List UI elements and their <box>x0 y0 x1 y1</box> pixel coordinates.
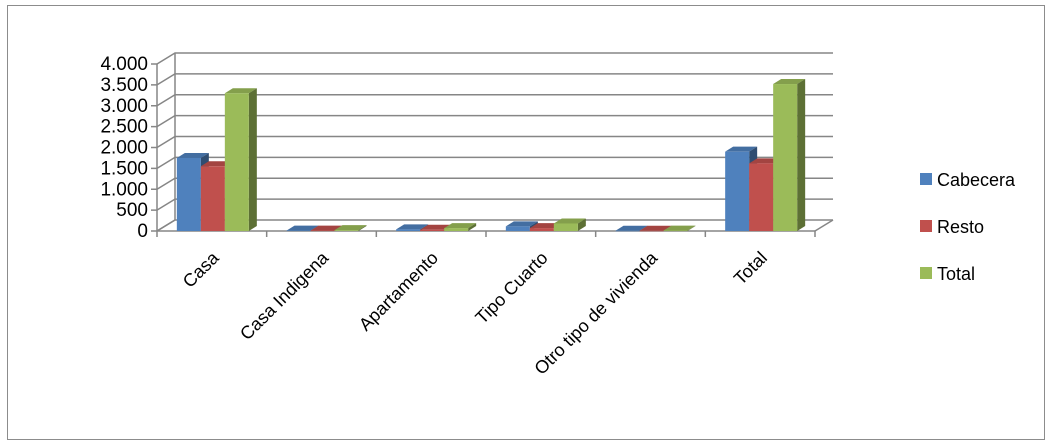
bar-front <box>749 163 774 231</box>
bar-top <box>334 225 367 231</box>
gridline <box>156 135 833 149</box>
bar-front <box>286 230 311 232</box>
x-tick-labels: Casa Casa Indigena Apartamento Tipo CuartoO… <box>179 247 771 379</box>
legend-swatch <box>920 173 932 185</box>
gridline <box>156 156 833 170</box>
bar-top <box>639 225 672 231</box>
y-tick-label: 500 <box>116 200 148 221</box>
bar-front <box>310 230 335 232</box>
bar-front <box>420 229 445 231</box>
x-tick-label: Apartamento <box>355 248 442 335</box>
bar-side <box>468 223 477 231</box>
gridline <box>156 114 833 128</box>
gridline <box>156 177 833 190</box>
bar-top <box>286 225 319 231</box>
gridline <box>156 198 833 211</box>
x-tick-label: Casa Indigena <box>236 247 333 344</box>
chart-svg: 05001.0001.5002.0002.5003.0003.5004.000 … <box>100 52 1016 379</box>
y-tick-label: 1.500 <box>100 158 148 179</box>
bar-front <box>334 230 359 231</box>
legend-swatch <box>920 267 932 279</box>
bar-top <box>396 224 429 230</box>
bar-top <box>505 221 538 227</box>
legend-item: Resto <box>920 217 984 237</box>
bar-front <box>200 166 225 231</box>
gridline <box>156 219 833 232</box>
y-tick-label: 3.500 <box>100 75 148 96</box>
bar <box>773 79 806 231</box>
bar-top <box>553 218 586 224</box>
y-tick-label: 3.000 <box>100 96 148 117</box>
floor-right-edge <box>814 219 834 232</box>
bar-front <box>529 228 554 231</box>
bar-front <box>224 93 249 231</box>
bar-front <box>444 228 469 231</box>
gridlines <box>151 52 833 237</box>
bar-top <box>176 152 209 158</box>
legend-swatch <box>920 220 932 232</box>
bar <box>334 225 367 231</box>
bar-front <box>773 84 798 231</box>
bar-side <box>797 79 806 231</box>
bar <box>444 223 477 231</box>
bar-top <box>663 225 696 231</box>
bar-top <box>615 225 648 231</box>
bar-top <box>725 146 758 152</box>
bar-front <box>725 151 750 231</box>
x-tick-label: Tipo Cuarto <box>471 248 551 328</box>
gridline <box>156 73 833 86</box>
legend-label: Cabecera <box>937 170 1016 190</box>
bar-top <box>224 88 257 94</box>
bar-front <box>176 157 201 231</box>
bar <box>553 218 586 231</box>
bar-front <box>639 230 664 232</box>
bar-top <box>310 225 343 231</box>
x-tick-label: Casa <box>179 247 224 292</box>
bar-side <box>687 225 696 231</box>
bar-side <box>248 88 257 231</box>
legend-item: Total <box>920 264 975 284</box>
bar-side <box>577 218 586 231</box>
bar-side <box>358 225 367 231</box>
x-tick-label: Total <box>730 248 771 289</box>
bar-front <box>505 226 530 231</box>
bar <box>663 225 696 232</box>
x-tick-label: Otro tipo de vivienda <box>530 247 662 379</box>
bar-front <box>396 229 421 231</box>
legend-label: Resto <box>937 217 984 237</box>
bar-front <box>663 230 688 232</box>
bar-top <box>444 223 477 229</box>
y-tick-label: 2.000 <box>100 138 148 159</box>
gridline <box>156 52 833 65</box>
legend-label: Total <box>937 264 975 284</box>
bar <box>224 88 257 231</box>
gridline <box>156 94 833 107</box>
bar-top <box>773 79 806 85</box>
bar-front <box>553 223 578 231</box>
bar-front <box>615 230 640 232</box>
y-tick-label: 4.000 <box>100 54 148 75</box>
bars <box>176 79 806 232</box>
legend: Cabecera Resto Total <box>920 170 1016 284</box>
y-tick-label: 2.500 <box>100 117 148 138</box>
y-tick-label: 1.000 <box>100 179 148 200</box>
legend-item: Cabecera <box>920 170 1016 190</box>
chart-frame: 0 500 1.000 1.500 2.000 2.500 3.000 3.500 4.000 … <box>7 5 1045 440</box>
y-tick-label: 0 <box>137 221 148 242</box>
